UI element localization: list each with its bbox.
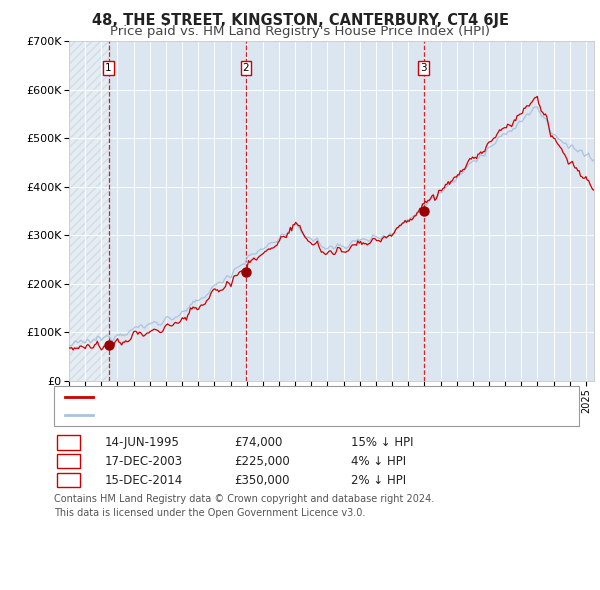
Text: 4% ↓ HPI: 4% ↓ HPI	[351, 455, 406, 468]
Text: 2: 2	[65, 455, 72, 468]
Text: Price paid vs. HM Land Registry's House Price Index (HPI): Price paid vs. HM Land Registry's House …	[110, 25, 490, 38]
Text: £225,000: £225,000	[234, 455, 290, 468]
Text: 2: 2	[243, 63, 250, 73]
Text: 48, THE STREET, KINGSTON, CANTERBURY, CT4 6JE (detached house): 48, THE STREET, KINGSTON, CANTERBURY, CT…	[99, 391, 509, 404]
Text: 15% ↓ HPI: 15% ↓ HPI	[351, 436, 413, 449]
Text: 48, THE STREET, KINGSTON, CANTERBURY, CT4 6JE: 48, THE STREET, KINGSTON, CANTERBURY, CT…	[91, 13, 509, 28]
Text: 2% ↓ HPI: 2% ↓ HPI	[351, 474, 406, 487]
Text: 17-DEC-2003: 17-DEC-2003	[105, 455, 183, 468]
Text: £74,000: £74,000	[234, 436, 283, 449]
Text: £350,000: £350,000	[234, 474, 290, 487]
Text: 14-JUN-1995: 14-JUN-1995	[105, 436, 180, 449]
Text: 1: 1	[65, 436, 72, 449]
Text: 1: 1	[105, 63, 112, 73]
Text: 15-DEC-2014: 15-DEC-2014	[105, 474, 183, 487]
Text: 3: 3	[65, 474, 72, 487]
Text: Contains HM Land Registry data © Crown copyright and database right 2024.
This d: Contains HM Land Registry data © Crown c…	[54, 494, 434, 517]
Text: HPI: Average price, detached house, Canterbury: HPI: Average price, detached house, Cant…	[99, 408, 384, 421]
Text: 3: 3	[421, 63, 427, 73]
Bar	[69, 41, 109, 381]
